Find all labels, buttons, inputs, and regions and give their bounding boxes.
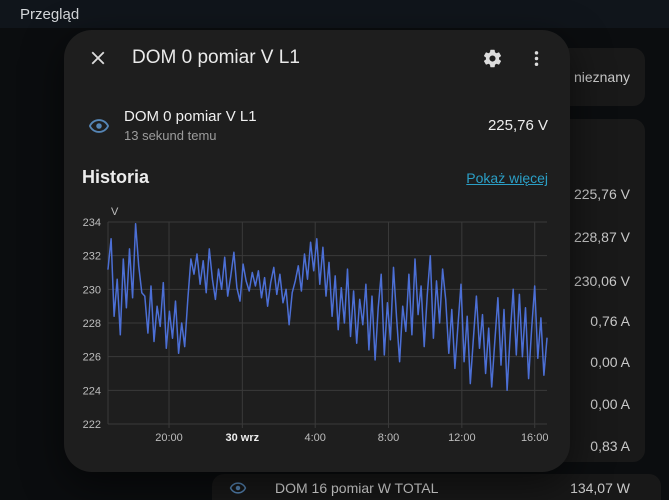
y-axis-label: 224: [83, 385, 101, 397]
y-axis-label: 228: [83, 318, 101, 330]
entity-name: DOM 0 pomiar V L1: [124, 108, 257, 125]
settings-button[interactable]: [480, 46, 504, 70]
history-heading: Historia: [82, 167, 150, 187]
history-chart[interactable]: 234 232 230 228 226 224 222 20:00 30 wrz 4:00 8:00…: [64, 200, 570, 460]
sensor-value: 0,00 A: [590, 396, 630, 412]
background-entity-name: DOM 16 pomiar W TOTAL: [275, 480, 439, 496]
unknown-state-value: nieznany: [573, 69, 630, 85]
y-axis-label: 234: [83, 217, 101, 229]
dialog-title: DOM 0 pomiar V L1: [132, 47, 300, 68]
sensor-value: 228,87 V: [573, 229, 630, 245]
top-bar: Przegląd: [0, 0, 669, 28]
x-axis-label: 8:00: [378, 432, 399, 444]
history-header: Historia Pokaż więcej: [64, 167, 570, 188]
entity-state-value: 225,76 V: [487, 117, 548, 134]
y-axis-label: 226: [83, 352, 101, 364]
entity-last-changed: 13 sekund temu: [124, 128, 217, 143]
sensor-value: 0,76 A: [590, 313, 630, 329]
sensor-value: 230,06 V: [573, 273, 630, 289]
page-title: Przegląd: [20, 5, 80, 23]
more-info-dialog: DOM 0 pomiar V L1 DOM 0 pomiar V L1 13 s…: [64, 30, 570, 472]
gear-icon: [482, 48, 503, 69]
show-more-link[interactable]: Pokaż więcej: [466, 170, 548, 186]
close-button[interactable]: [86, 46, 110, 70]
x-axis-label: 16:00: [521, 432, 549, 444]
y-axis-label: 230: [83, 284, 101, 296]
sensor-value: 225,76 V: [573, 186, 630, 202]
history-line: [107, 222, 548, 392]
overflow-menu-button[interactable]: [524, 46, 548, 70]
axis-unit-label: V: [111, 206, 119, 218]
x-axis-label: 12:00: [448, 432, 476, 444]
entity-state-row: DOM 0 pomiar V L1 13 sekund temu 225,76 …: [64, 108, 570, 143]
sensor-value: 0,00 A: [590, 354, 630, 370]
eye-icon: [88, 115, 110, 137]
x-axis-label: 30 wrz: [226, 432, 260, 444]
dialog-header: DOM 0 pomiar V L1: [64, 30, 570, 78]
x-axis-label: 20:00: [155, 432, 183, 444]
y-axis-label: 222: [83, 419, 101, 431]
background-entity-row[interactable]: DOM 16 pomiar W TOTAL 134,07 W: [212, 474, 661, 500]
background-entity-value: 134,07 W: [570, 480, 630, 496]
close-icon: [87, 47, 109, 69]
sensor-value: 0,83 A: [590, 438, 630, 454]
history-chart-svg: 234 232 230 228 226 224 222 20:00 30 wrz 4:00 8:00…: [83, 206, 549, 444]
y-axis-label: 232: [83, 251, 101, 263]
x-axis-label: 4:00: [304, 432, 325, 444]
dots-vertical-icon: [526, 48, 547, 69]
eye-icon: [229, 479, 247, 497]
